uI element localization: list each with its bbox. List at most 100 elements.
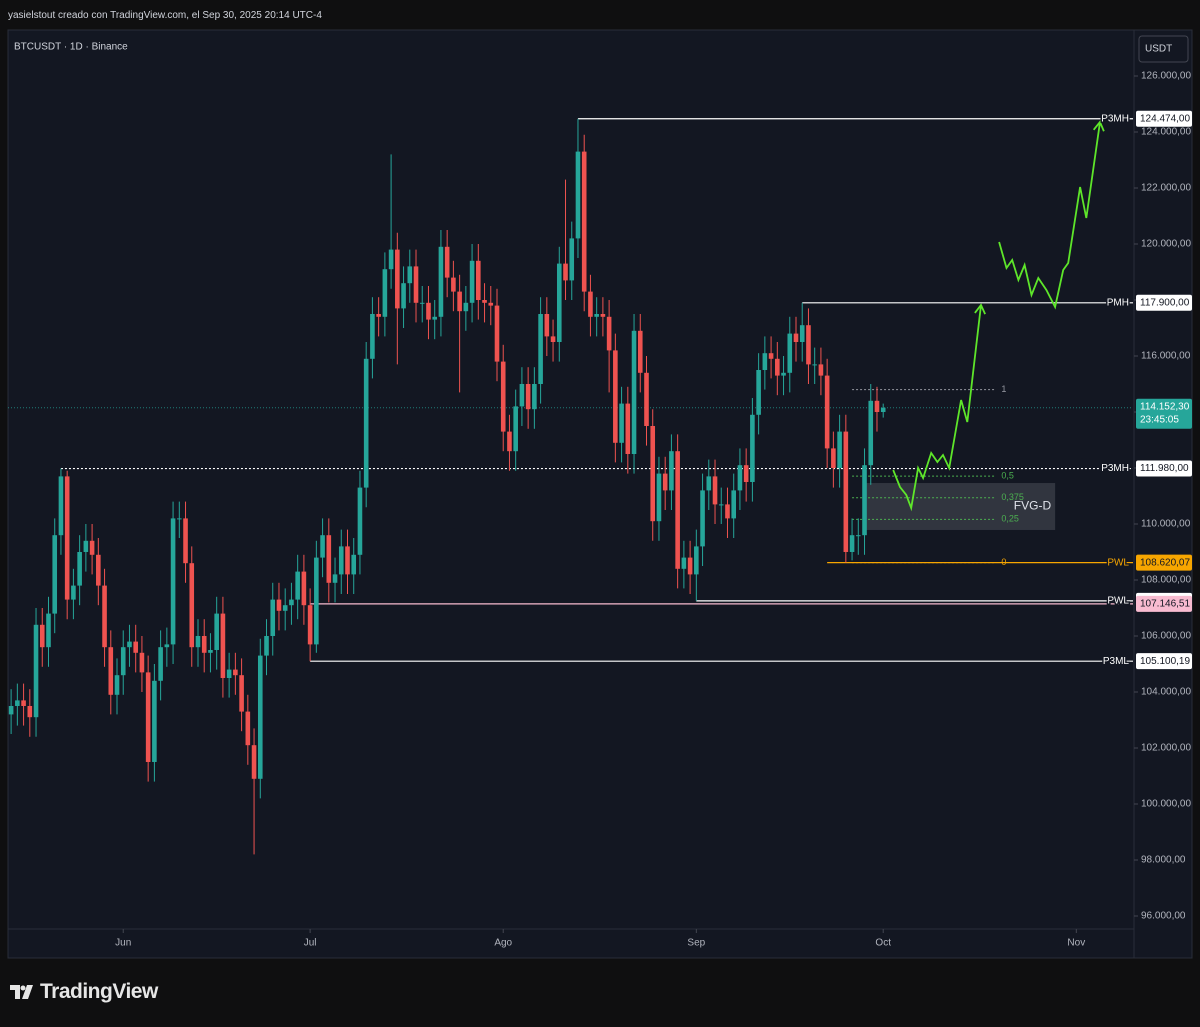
candle-body xyxy=(743,465,749,482)
candle-body xyxy=(301,571,307,606)
candle-body xyxy=(600,313,606,317)
candle-body xyxy=(507,431,512,452)
candle-body xyxy=(762,353,768,370)
candle-body xyxy=(544,313,550,337)
level-name: PWL xyxy=(1107,557,1129,568)
candle-body xyxy=(307,605,313,645)
candle-body xyxy=(712,476,718,505)
candle-body xyxy=(862,465,867,536)
candle-body xyxy=(718,504,724,506)
fib-label: 0 xyxy=(1001,557,1006,567)
candle-body xyxy=(725,504,730,519)
level-price-tag: 107.146,51 xyxy=(1140,599,1190,610)
plot: FVG-D 1 0,5 0,375 0,25 0 xyxy=(8,118,1133,855)
candle-body xyxy=(71,585,76,600)
x-tick-label: Jul xyxy=(304,938,317,949)
candle-body xyxy=(64,476,70,600)
level-price-tag-bg xyxy=(1136,294,1192,311)
candle-body xyxy=(39,624,45,648)
candle-body xyxy=(469,260,475,303)
candle-body xyxy=(108,647,114,695)
candle-body xyxy=(681,557,687,569)
candle-body xyxy=(550,336,556,342)
projection-path xyxy=(892,304,982,512)
candle-body xyxy=(787,333,793,373)
logo: TradingView xyxy=(10,980,158,1004)
candle-body xyxy=(370,313,375,359)
y-tick-label: 116.000,00 xyxy=(1141,351,1191,362)
fvg-label: FVG-D xyxy=(1014,499,1052,513)
x-tick-label: Jun xyxy=(115,938,131,949)
candle-body xyxy=(120,647,126,676)
candle-body xyxy=(264,635,269,656)
candle-body xyxy=(257,655,263,779)
candle-body xyxy=(463,302,469,312)
candle-body xyxy=(58,476,64,536)
candle-body xyxy=(737,465,743,491)
y-tick-label: 102.000,00 xyxy=(1141,743,1191,754)
candle-body xyxy=(519,383,525,407)
candle-body xyxy=(594,313,599,317)
candle-body xyxy=(874,400,880,412)
y-tick-label: 100.000,00 xyxy=(1141,799,1191,810)
candle-body xyxy=(8,705,14,715)
candle-body xyxy=(538,313,543,384)
candle-body xyxy=(868,400,874,466)
candle-body xyxy=(401,283,406,309)
candle-body xyxy=(201,635,207,653)
candle-body xyxy=(849,535,855,552)
level-price-tag-bg xyxy=(1136,653,1192,670)
candle-body xyxy=(382,269,388,317)
current-price-tag-bg xyxy=(1136,398,1192,429)
candle-body xyxy=(220,613,226,678)
chart-frame xyxy=(7,29,1193,959)
logo-icon xyxy=(10,985,33,999)
level-price-tag: 108.620,07 xyxy=(1140,557,1190,568)
candle-body xyxy=(432,316,438,320)
candle-body xyxy=(177,518,182,520)
y-tick-label: 124.000,00 xyxy=(1141,127,1191,138)
candle-body xyxy=(700,490,705,547)
candle-body xyxy=(345,546,350,575)
candle-body xyxy=(338,546,344,575)
candle-body xyxy=(46,613,51,648)
fvg-box xyxy=(865,483,1056,530)
candle-body xyxy=(563,263,568,281)
candle-body xyxy=(189,563,195,648)
level-price-tag-bg xyxy=(1136,110,1192,127)
candle-body xyxy=(289,599,294,606)
candle-body xyxy=(631,330,637,454)
candle-body xyxy=(183,518,188,564)
candle-body xyxy=(388,249,394,270)
candle-body xyxy=(332,574,338,583)
candle-body xyxy=(438,246,444,317)
fib-label: 0,5 xyxy=(1001,470,1014,480)
candle-body xyxy=(812,364,817,366)
candle-body xyxy=(451,277,456,292)
candle-body xyxy=(376,313,381,317)
logo-text: TradingView xyxy=(40,980,158,1003)
candle-body xyxy=(326,535,332,583)
candle-body xyxy=(251,745,257,779)
y-tick-label: 110.000,00 xyxy=(1141,519,1191,530)
candle-body xyxy=(52,535,58,614)
currency: USDT xyxy=(1145,44,1172,55)
projection-path xyxy=(998,121,1101,310)
currency-box[interactable] xyxy=(1138,35,1189,63)
level-price-tag-bg xyxy=(1136,460,1192,477)
candle-body xyxy=(482,299,487,303)
candle-body xyxy=(818,364,824,376)
candle-body xyxy=(270,599,276,636)
candle-body xyxy=(320,535,325,558)
candle-body xyxy=(457,291,462,312)
candle-body xyxy=(83,540,89,552)
fib-label: 1 xyxy=(1001,384,1006,394)
candle-body xyxy=(488,302,494,306)
candle-body xyxy=(637,330,643,373)
candle-body xyxy=(768,353,774,359)
candle-body xyxy=(15,700,20,706)
candle-body xyxy=(102,585,107,648)
y-tick-label: 108.000,00 xyxy=(1141,575,1191,586)
candle-body xyxy=(351,554,357,575)
countdown: 23:45:05 xyxy=(1140,414,1179,425)
